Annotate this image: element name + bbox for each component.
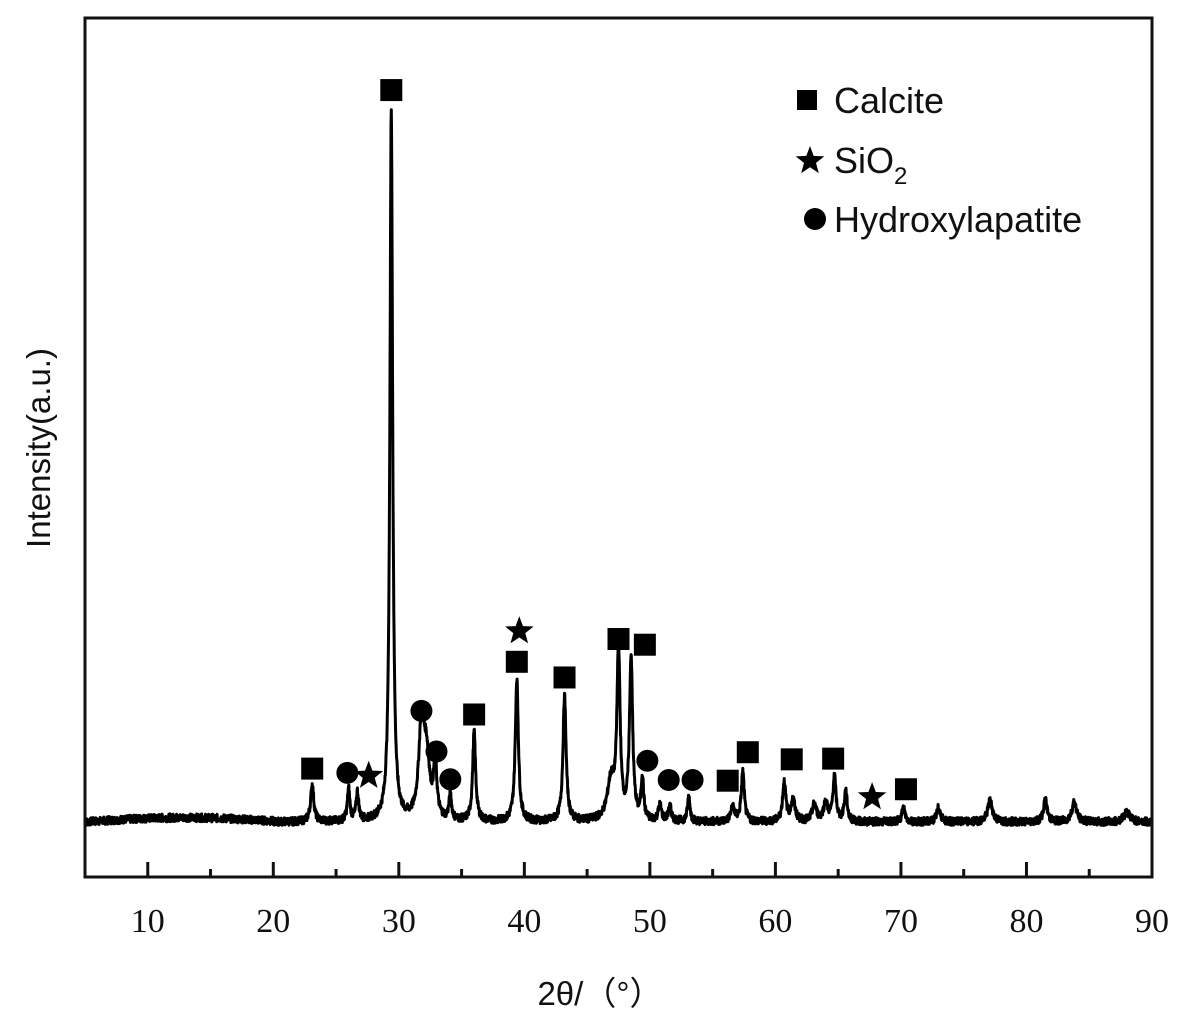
calcite-square-icon — [607, 628, 630, 651]
circle-marker-icon — [804, 208, 826, 230]
hydroxylapatite-circle-icon — [657, 768, 680, 791]
legend-item-calcite: Calcite — [797, 80, 944, 121]
x-tick-label: 20 — [256, 903, 290, 940]
hydroxylapatite-circle-icon — [336, 761, 359, 784]
calcite-square-icon — [463, 703, 486, 726]
legend: Calcite SiO2 Hydroxylapatite — [795, 80, 1082, 240]
calcite-square-icon — [894, 778, 917, 801]
calcite-square-icon — [553, 666, 576, 689]
legend-label: Calcite — [834, 80, 944, 121]
calcite-square-icon — [822, 747, 845, 770]
calcite-square-icon — [780, 748, 803, 771]
calcite-square-icon — [633, 633, 656, 656]
sio2-star-icon — [354, 760, 383, 788]
x-axis-title: 2θ/（°） — [537, 975, 662, 1012]
legend-label: Hydroxylapatite — [834, 199, 1082, 240]
legend-label: SiO2 — [834, 140, 907, 190]
calcite-square-icon — [301, 757, 324, 780]
sio2-star-icon — [505, 616, 534, 644]
hydroxylapatite-circle-icon — [439, 768, 462, 791]
calcite-square-icon — [505, 650, 528, 673]
x-tick-label: 70 — [884, 903, 918, 940]
x-tick-label: 80 — [1009, 903, 1043, 940]
hydroxylapatite-circle-icon — [425, 740, 448, 763]
calcite-square-icon — [380, 79, 403, 102]
calcite-square-icon — [716, 769, 739, 792]
hydroxylapatite-circle-icon — [410, 699, 433, 722]
star-marker-icon — [795, 146, 825, 174]
square-marker-icon — [797, 90, 817, 110]
sio2-star-icon — [857, 782, 887, 810]
hydroxylapatite-circle-icon — [636, 749, 659, 772]
legend-item-hydroxylapatite: Hydroxylapatite — [804, 199, 1082, 240]
calcite-square-icon — [736, 741, 759, 764]
hydroxylapatite-circle-icon — [681, 768, 704, 791]
x-tick-label: 10 — [131, 903, 165, 940]
x-axis-ticks: 10 20 30 40 50 60 70 80 90 — [131, 862, 1169, 940]
y-axis-title: Intensity(a.u.) — [20, 348, 57, 548]
legend-item-sio2: SiO2 — [795, 140, 907, 190]
x-tick-label: 50 — [633, 903, 667, 940]
phase-markers — [301, 79, 917, 810]
plot-frame — [83, 16, 1154, 879]
x-tick-label: 60 — [758, 903, 792, 940]
x-tick-label: 40 — [507, 903, 541, 940]
x-tick-label: 90 — [1135, 903, 1169, 940]
x-tick-label: 30 — [382, 903, 416, 940]
